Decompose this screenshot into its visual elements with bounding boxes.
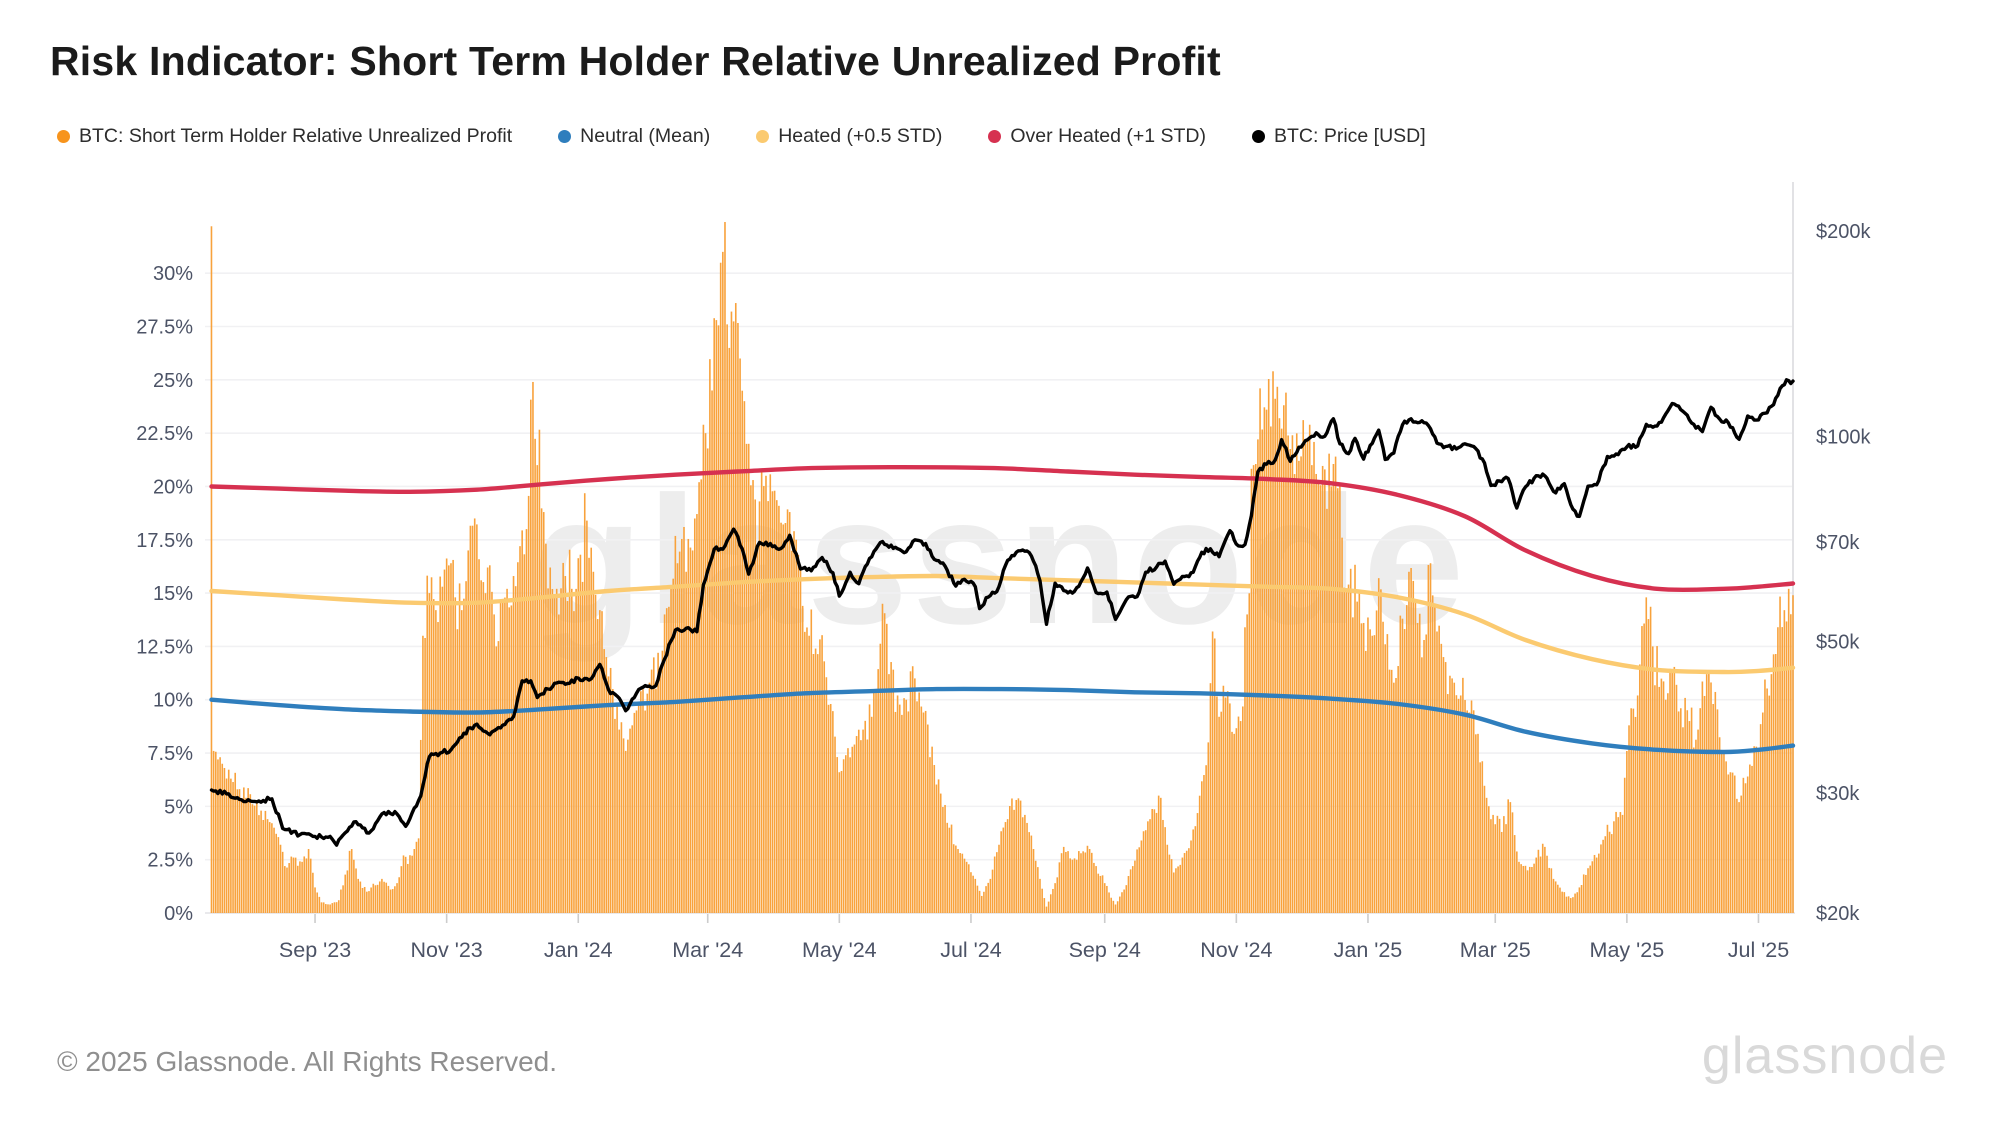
legend-dot-icon	[988, 130, 1002, 143]
x-axis-tick-label: May '24	[802, 938, 877, 962]
x-axis-tick-label: Jul '24	[940, 938, 1002, 962]
right-axis-tick-label: $70k	[1816, 532, 1860, 554]
legend-item-label: Heated (+0.5 STD)	[778, 125, 943, 147]
left-axis-tick-label: 2.5%	[147, 850, 193, 872]
left-axis-tick-label: 0%	[164, 903, 193, 925]
x-axis-tick-label: Sep '24	[1069, 938, 1141, 962]
left-axis-tick-label: 30%	[153, 263, 193, 285]
left-axis-tick-label: 22.5%	[136, 423, 193, 445]
line-over-heated-1-std-	[209, 464, 1796, 593]
x-axis-tick-label: Mar '24	[672, 938, 743, 962]
x-axis-tick-label: Jan '25	[1334, 938, 1403, 962]
left-axis-tick-label: 17.5%	[136, 530, 193, 552]
legend-item-label: BTC: Short Term Holder Relative Unrealiz…	[79, 125, 513, 147]
left-axis-tick-label: 15%	[153, 583, 193, 605]
legend: BTC: Short Term Holder Relative Unrealiz…	[57, 125, 1426, 148]
x-axis-tick-label: Sep '23	[279, 938, 351, 962]
legend-item-label: BTC: Price [USD]	[1274, 125, 1426, 147]
legend-item-0[interactable]: BTC: Short Term Holder Relative Unrealiz…	[57, 125, 512, 148]
x-axis-tick-label: Nov '23	[411, 938, 483, 962]
x-axis-tick-label: Jul '25	[1728, 938, 1790, 962]
glassnode-logo: glassnode	[1701, 1027, 1948, 1085]
left-axis-tick-label: 12.5%	[136, 636, 193, 658]
left-axis-tick-label: 5%	[164, 796, 193, 818]
bars-series	[210, 222, 1794, 914]
x-axis-tick-label: Nov '24	[1200, 938, 1272, 962]
copyright-text: © 2025 Glassnode. All Rights Reserved.	[57, 1046, 558, 1077]
right-axis-tick-label: $50k	[1816, 632, 1860, 654]
legend-item-2[interactable]: Heated (+0.5 STD)	[756, 125, 942, 148]
btc-price-line	[209, 378, 1795, 847]
legend-item-3[interactable]: Over Heated (+1 STD)	[988, 125, 1206, 148]
right-axis-tick-label: $20k	[1816, 903, 1860, 925]
legend-dot-icon	[558, 130, 572, 143]
x-axis-tick-label: Jan '24	[544, 938, 613, 962]
line-neutral-mean-	[209, 686, 1796, 755]
legend-item-label: Neutral (Mean)	[580, 125, 711, 147]
line-heated-0-5-std-	[209, 573, 1796, 675]
legend-dot-icon	[1252, 130, 1265, 143]
left-axis-tick-label: 27.5%	[136, 317, 193, 339]
legend-dot-icon	[756, 130, 770, 143]
legend-item-label: Over Heated (+1 STD)	[1010, 125, 1206, 147]
x-axis-tick-label: Mar '25	[1460, 938, 1531, 962]
left-axis-tick-label: 25%	[153, 370, 193, 392]
left-axis-tick-label: 10%	[153, 690, 193, 712]
left-axis-tick-label: 20%	[153, 476, 193, 498]
left-axis-tick-label: 7.5%	[147, 743, 193, 765]
legend-dot-icon	[57, 130, 70, 143]
legend-item-1[interactable]: Neutral (Mean)	[558, 125, 710, 148]
x-axis-tick-label: May '25	[1590, 938, 1665, 962]
right-axis-tick-label: $200k	[1816, 221, 1871, 243]
right-axis-tick-label: $100k	[1816, 426, 1871, 448]
right-axis-tick-label: $30k	[1816, 783, 1860, 805]
page-title: Risk Indicator: Short Term Holder Relati…	[50, 38, 1221, 84]
legend-item-4[interactable]: BTC: Price [USD]	[1252, 125, 1426, 148]
